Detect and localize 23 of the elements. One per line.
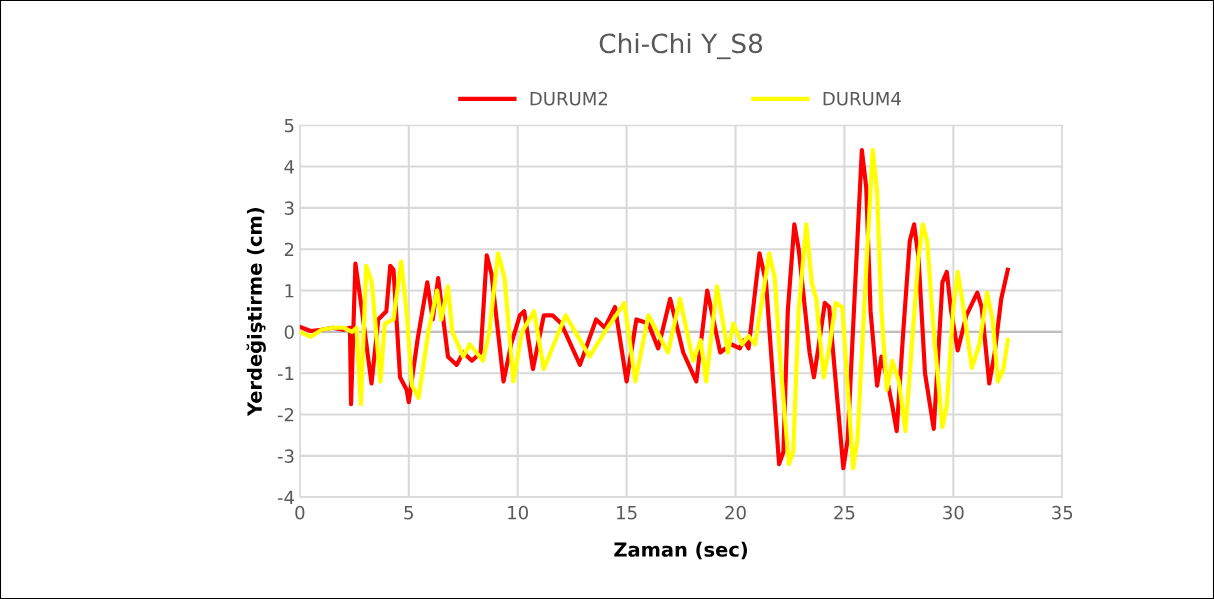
x-axis-title: Zaman (sec) [614, 541, 748, 560]
x-tick-label: 5 [404, 506, 413, 520]
y-tick-label: 2 [284, 242, 294, 257]
chart-title: Chi-Chi Y_S8 [599, 32, 763, 60]
x-tick-label: 35 [1052, 505, 1073, 520]
y-tick-label: 3 [284, 201, 294, 215]
y-tick-label: -2 [277, 407, 294, 422]
x-tick-label: 10 [508, 505, 528, 520]
y-tick-label: 1 [285, 284, 294, 298]
y-tick-label: -4 [277, 490, 294, 505]
y-tick-label: -3 [277, 449, 294, 463]
x-tick-label: 0 [295, 505, 305, 520]
y-tick-label: 4 [284, 160, 294, 174]
x-tick-label: 25 [834, 505, 855, 520]
x-tick-label: 20 [725, 505, 746, 520]
y-tick-label: 5 [284, 118, 294, 133]
legend-label: DURUM2 [530, 91, 608, 106]
y-tick-label: 0 [284, 325, 294, 339]
y-axis-title: Yerdeğiştirme (cm) [246, 208, 266, 417]
x-tick-label: 30 [943, 505, 964, 520]
y-tick-label: -1 [277, 366, 294, 381]
x-tick-label: 15 [617, 506, 637, 520]
legend-label: DURUM4 [823, 92, 901, 106]
